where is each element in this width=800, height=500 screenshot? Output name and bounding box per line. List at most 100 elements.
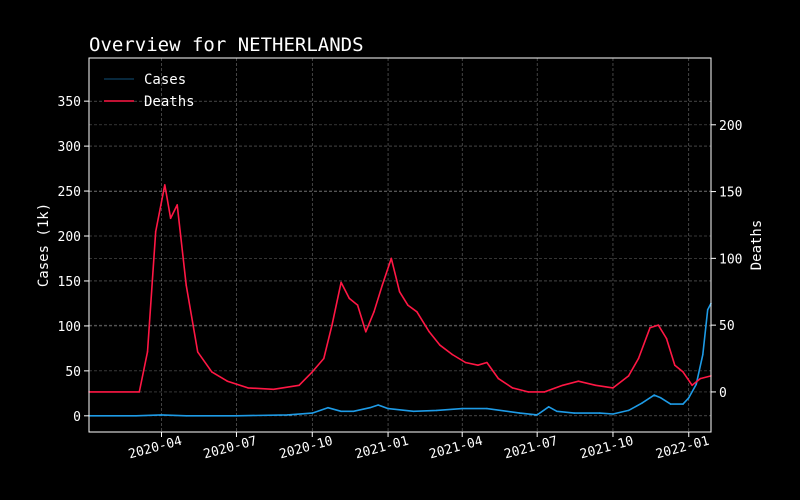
- series-deaths-point: [637, 357, 640, 360]
- series-deaths-point: [169, 217, 172, 220]
- series-cases-point: [695, 383, 697, 386]
- series-deaths-point: [612, 387, 614, 389]
- y-right-tick-label: 50: [719, 319, 735, 334]
- series-deaths-point: [497, 377, 500, 380]
- series-cases-point: [653, 394, 655, 396]
- series-deaths-point: [226, 380, 229, 383]
- y-axis-right-label: Deaths: [749, 220, 765, 271]
- series-deaths-point: [691, 384, 693, 387]
- x-tick-label: 2020-07: [202, 434, 259, 463]
- series-cases-point: [377, 404, 380, 406]
- series-deaths-point: [674, 364, 676, 367]
- series-cases-point: [659, 397, 662, 399]
- y-left-tick-label: 0: [73, 410, 81, 425]
- y-left-tick-label: 250: [58, 185, 81, 200]
- series-deaths-point: [356, 304, 359, 306]
- series-deaths-point: [138, 391, 141, 393]
- y-left-tick-label: 150: [58, 275, 81, 290]
- series-cases-point: [519, 412, 521, 414]
- series-deaths-point: [627, 375, 630, 377]
- series-deaths-point: [439, 344, 441, 347]
- series-cases-point: [688, 397, 690, 399]
- series-cases-point: [340, 410, 342, 413]
- y-left-tick-label: 350: [58, 95, 81, 110]
- grid-layer: [89, 58, 711, 432]
- series-deaths-point: [649, 327, 651, 329]
- x-tick-label: 2021-07: [503, 434, 560, 463]
- series-deaths-point: [348, 297, 351, 300]
- y-right-tick-label: 100: [719, 252, 742, 267]
- series-deaths-point: [561, 384, 564, 387]
- series-deaths-point: [146, 351, 149, 353]
- series-cases-point: [435, 409, 438, 412]
- series-deaths-point: [511, 387, 514, 389]
- series-deaths-point: [543, 391, 546, 393]
- series-cases-point: [311, 412, 314, 414]
- y-right-tick-label: 0: [719, 386, 727, 401]
- series-deaths-point: [665, 337, 668, 340]
- x-tick-label: 2021-10: [578, 434, 635, 463]
- series-cases-point: [327, 406, 329, 409]
- series-cases-point: [599, 412, 601, 414]
- series-cases-point: [627, 409, 630, 412]
- x-tick-label: 2021-01: [354, 434, 411, 463]
- series-deaths-point: [311, 371, 314, 373]
- series-cases-point: [135, 415, 137, 417]
- series-deaths-point: [477, 364, 479, 367]
- y-axis-left-label: Cases (1k): [36, 203, 52, 287]
- series-deaths-point: [390, 257, 393, 260]
- series-cases-point: [286, 414, 289, 416]
- series-cases-point: [641, 402, 643, 405]
- series-deaths-point: [185, 284, 187, 286]
- series-deaths-point: [381, 284, 384, 286]
- series-deaths-point: [323, 357, 325, 360]
- series-deaths-point: [699, 377, 702, 380]
- series-cases-point: [706, 308, 709, 311]
- series-cases-point: [573, 412, 575, 414]
- series-deaths-point: [176, 204, 178, 206]
- series-deaths-point: [373, 311, 375, 313]
- series-deaths-point: [486, 361, 488, 364]
- series-cases-point: [682, 403, 684, 405]
- y-right-tick-label: 200: [719, 119, 742, 134]
- y-left-tick-label: 300: [58, 140, 81, 155]
- series-deaths-point: [577, 380, 580, 383]
- series-deaths-point: [594, 384, 597, 387]
- y-right-tick-label: 150: [719, 186, 742, 201]
- series-cases-point: [556, 410, 558, 413]
- series-layer: [88, 184, 712, 417]
- series-deaths-point: [196, 351, 199, 353]
- series-deaths-point: [407, 304, 409, 306]
- series-deaths-point: [682, 371, 684, 373]
- y-left-tick-label: 200: [58, 230, 81, 245]
- series-cases-point: [352, 410, 355, 413]
- series-cases-point: [536, 414, 538, 416]
- series-cases-point: [612, 413, 614, 415]
- series-cases-point: [486, 407, 488, 410]
- series-deaths-point: [272, 388, 275, 391]
- legend-cases-label: Cases: [144, 72, 186, 88]
- series-deaths-point: [428, 331, 431, 333]
- series-deaths-point: [464, 361, 467, 364]
- series-deaths-point: [211, 371, 213, 373]
- series-deaths-point: [164, 184, 166, 186]
- series-deaths-point: [451, 353, 454, 356]
- x-tick-label: 2020-04: [127, 434, 184, 463]
- series-deaths-point: [247, 387, 249, 389]
- series-deaths-point: [365, 331, 367, 333]
- x-tick-label: 2020-10: [278, 434, 335, 463]
- ticks-layer: 2020-04 2020-07 2020-10 2021-01 2021-04 2021-…: [58, 95, 743, 462]
- series-deaths-point: [416, 311, 418, 313]
- series-cases-line: [89, 303, 712, 417]
- series-cases-point: [185, 415, 187, 417]
- x-tick-label: 2021-04: [428, 434, 485, 463]
- series-cases-point: [387, 407, 389, 410]
- y-left-tick-label: 50: [65, 365, 81, 380]
- series-cases-point: [235, 415, 238, 417]
- series-deaths-point: [331, 324, 333, 326]
- series-cases-point: [412, 410, 415, 413]
- y-left-tick-label: 100: [58, 320, 81, 335]
- series-deaths-point: [657, 324, 660, 326]
